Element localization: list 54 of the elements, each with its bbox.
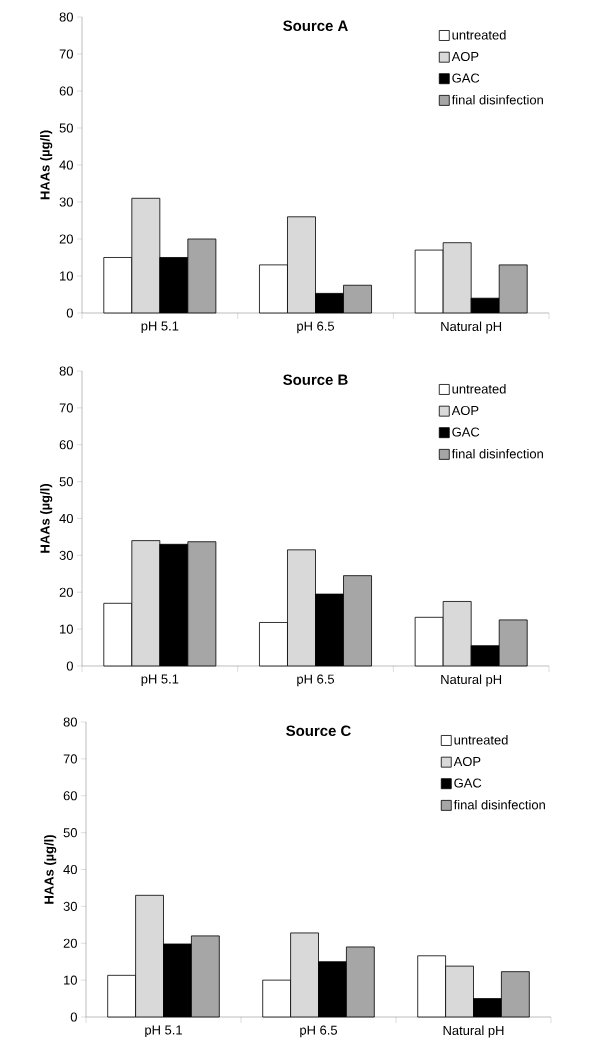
- legend-label: AOP: [453, 756, 481, 767]
- y-tick-label: 40: [59, 513, 73, 524]
- y-tick-label: 0: [66, 308, 73, 318]
- x-tick-label: pH 6.5: [300, 1025, 338, 1038]
- x-tick-label: pH 6.5: [297, 321, 335, 334]
- y-tick-label: 40: [63, 864, 77, 875]
- y-tick-label: 70: [59, 49, 73, 59]
- legend-label: untreated: [452, 384, 506, 394]
- legend-label: final disinfection: [453, 799, 545, 810]
- y-tick-label: 20: [59, 587, 73, 597]
- y-tick-label: 30: [59, 197, 73, 207]
- chart-title: Source C: [286, 725, 351, 737]
- y-tick-label: 60: [59, 86, 73, 96]
- y-axis-title: HAAs (µg/l): [44, 835, 57, 904]
- y-tick-label: 10: [60, 271, 73, 281]
- y-tick-label: 40: [59, 160, 73, 170]
- x-tick-label: Natural pH: [441, 674, 502, 687]
- y-axis-title: HAAs (µg/l): [40, 130, 53, 200]
- legend-label: untreated: [452, 30, 506, 40]
- x-tick-label: pH 5.1: [141, 674, 179, 687]
- y-tick-label: 70: [63, 754, 77, 764]
- legend-label: GAC: [454, 778, 482, 788]
- y-tick-label: 30: [59, 550, 73, 560]
- y-tick-label: 60: [63, 791, 77, 801]
- y-tick-label: 20: [63, 938, 77, 948]
- x-tick-label: pH 5.1: [141, 321, 179, 334]
- y-axis-title: HAAs (µg/l): [40, 484, 53, 553]
- legend-label: AOP: [451, 51, 479, 62]
- y-tick-label: 50: [63, 828, 77, 838]
- y-tick-label: 60: [59, 440, 73, 450]
- x-tick-label: Natural pH: [443, 1025, 504, 1038]
- x-tick-label: pH 6.5: [297, 674, 335, 687]
- x-tick-label: pH 5.1: [145, 1025, 182, 1038]
- legend-label: AOP: [451, 405, 479, 416]
- legend-label: GAC: [452, 73, 480, 83]
- legend-label: GAC: [452, 427, 480, 437]
- y-tick-label: 10: [64, 975, 77, 985]
- y-tick-label: 70: [59, 403, 73, 413]
- y-tick-label: 30: [63, 901, 77, 911]
- chart-title: Source A: [283, 20, 348, 32]
- y-tick-label: 80: [59, 366, 73, 376]
- legend-label: untreated: [454, 735, 508, 745]
- chart-title: Source B: [283, 374, 348, 386]
- y-tick-label: 0: [70, 1012, 77, 1022]
- legend-label: final disinfection: [451, 448, 543, 459]
- y-tick-label: 10: [60, 624, 73, 634]
- y-tick-label: 80: [59, 12, 73, 22]
- y-tick-label: 50: [59, 477, 73, 487]
- y-tick-label: 0: [66, 661, 73, 671]
- y-tick-label: 80: [63, 717, 77, 727]
- legend-label: final disinfection: [451, 94, 543, 105]
- y-tick-label: 50: [59, 123, 73, 133]
- x-tick-label: Natural pH: [441, 321, 502, 334]
- y-tick-label: 20: [59, 234, 73, 244]
